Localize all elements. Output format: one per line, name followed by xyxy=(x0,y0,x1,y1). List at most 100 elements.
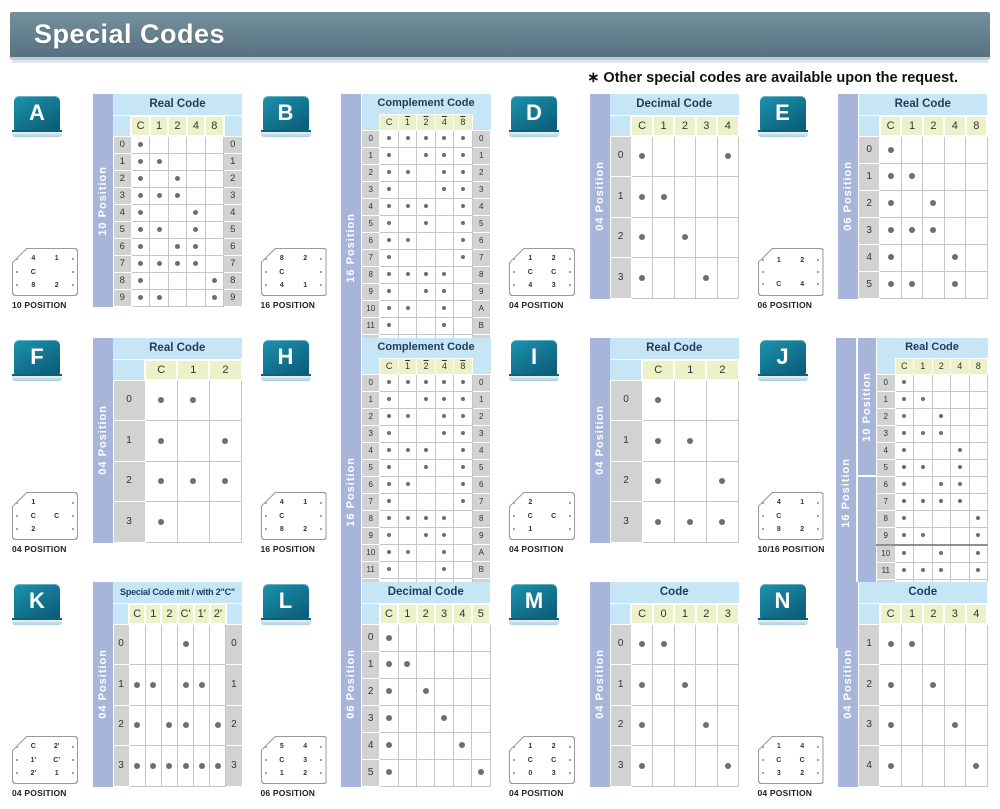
row-label: 3 xyxy=(609,745,632,787)
code-cell xyxy=(630,664,654,706)
code-cell xyxy=(879,704,902,746)
code-cell xyxy=(130,153,151,171)
pin-dot-icon xyxy=(71,501,74,504)
code-cell xyxy=(922,664,945,706)
contact-dot xyxy=(182,722,189,729)
contact-dot xyxy=(939,414,944,419)
position-strip-label: 04 Position xyxy=(593,649,606,720)
code-cell xyxy=(673,135,697,177)
contact-dot xyxy=(951,722,958,729)
contact-dot xyxy=(887,281,894,288)
pin-dot-icon xyxy=(320,284,323,287)
contact-dot xyxy=(386,769,393,776)
code-cell xyxy=(452,731,473,760)
code-cell xyxy=(209,745,227,787)
code-cell xyxy=(673,501,707,543)
code-cell xyxy=(950,475,970,494)
header-corner xyxy=(472,358,491,374)
row-label: 0 xyxy=(609,379,643,421)
pin-label: 1' xyxy=(30,756,37,764)
contact-dot xyxy=(957,448,962,453)
code-cell xyxy=(894,544,914,563)
contact-dot xyxy=(405,136,410,141)
code-cell xyxy=(434,197,455,216)
pinout-caption: 04 POSITION xyxy=(509,300,564,310)
contact-dot xyxy=(887,227,894,234)
code-table-wrap: 06 Position Real Code C 1 2 4 8 0 1 2 3 4 5 xyxy=(838,94,989,299)
row-label-right: A xyxy=(471,299,492,318)
row-label: 4 xyxy=(857,243,881,272)
code-cell xyxy=(705,501,740,543)
code-cell xyxy=(630,623,654,665)
badge-base-bar xyxy=(260,374,311,381)
contact-dot xyxy=(460,204,465,209)
contact-dot xyxy=(887,200,894,207)
contact-dot xyxy=(405,482,410,487)
pin-dot-icon xyxy=(817,501,820,504)
pinout-row: 1 xyxy=(13,499,77,506)
row-label: 5 xyxy=(360,214,381,233)
row-label: 9 xyxy=(112,289,132,307)
pin-label: 2' xyxy=(53,743,60,751)
code-cell xyxy=(397,509,418,528)
pin-dot-icon xyxy=(264,271,267,273)
contact-dot xyxy=(442,431,447,436)
pin-dot-icon xyxy=(761,745,764,748)
pin-dot-icon xyxy=(71,271,74,273)
column-label: 1 xyxy=(913,357,933,375)
pin-dot-icon xyxy=(568,515,571,517)
contact-dot xyxy=(887,254,894,261)
code-cell xyxy=(913,424,933,443)
pin-label: 2' xyxy=(30,769,37,777)
code-cell xyxy=(879,243,902,272)
row-label-right: 3 xyxy=(223,187,243,205)
row-label: 5 xyxy=(876,458,896,477)
column-label: 4 xyxy=(950,357,970,375)
contact-dot xyxy=(902,431,907,436)
pin-dot-icon xyxy=(568,772,571,775)
contact-dot xyxy=(134,722,141,729)
row-label-right: 4 xyxy=(471,441,492,460)
row-label: 3 xyxy=(609,257,632,299)
column-label: C' xyxy=(176,603,195,625)
row-label: 3 xyxy=(112,745,130,787)
code-cell xyxy=(204,135,225,154)
column-label: C xyxy=(630,603,654,625)
position-strip-label: 06 Position xyxy=(842,161,854,232)
contact-dot xyxy=(134,762,141,769)
code-cell xyxy=(379,197,399,216)
position-strip: 06 Position xyxy=(838,94,858,299)
code-cell xyxy=(209,623,227,665)
contact-dot xyxy=(441,715,448,722)
code-cell xyxy=(894,475,914,494)
row-label-right: B xyxy=(471,316,492,335)
contact-dot xyxy=(660,641,667,648)
pin-dot-icon xyxy=(264,257,267,260)
code-cell xyxy=(452,677,473,706)
pin-label: C xyxy=(54,512,60,520)
contact-dot xyxy=(902,397,907,402)
code-cell xyxy=(943,243,967,272)
code-cell xyxy=(943,189,967,218)
contact-dot xyxy=(920,568,925,573)
row-label: 2 xyxy=(609,216,632,258)
contact-dot xyxy=(976,533,981,538)
contact-dot xyxy=(460,170,465,175)
contact-dot xyxy=(442,289,447,294)
contact-dot xyxy=(387,255,392,260)
code-cell xyxy=(204,221,225,239)
code-cell xyxy=(397,265,418,284)
pin-label: 1 xyxy=(776,743,781,751)
code-cell xyxy=(471,650,491,679)
pin-dot-icon xyxy=(71,759,74,761)
position-strip: 04 Position xyxy=(92,582,113,787)
contact-dot xyxy=(930,227,937,234)
column-label: 8 xyxy=(453,357,473,375)
contact-dot xyxy=(887,641,894,648)
code-cell xyxy=(900,135,924,164)
